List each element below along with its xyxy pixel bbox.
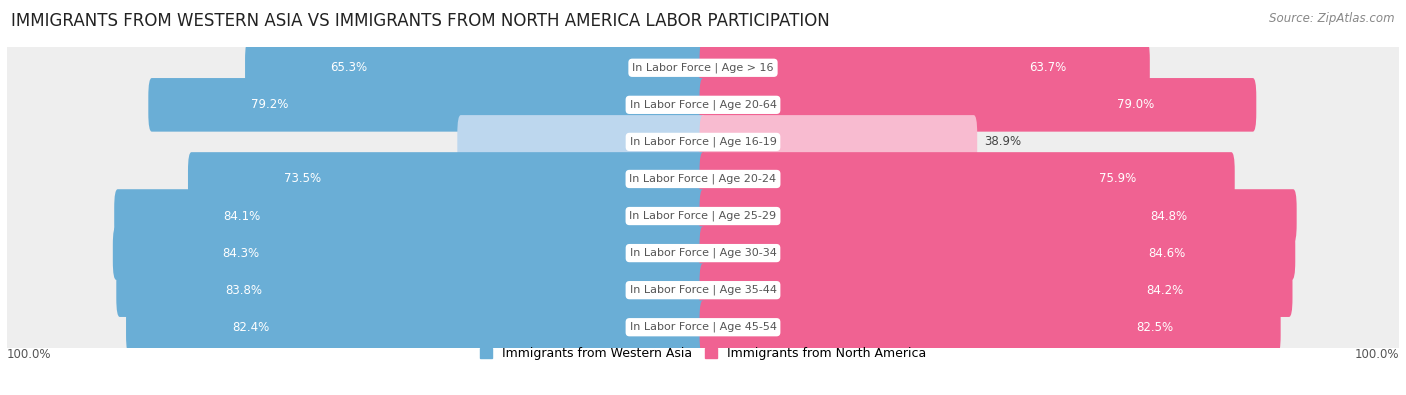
FancyBboxPatch shape	[188, 152, 706, 206]
Text: 84.2%: 84.2%	[1146, 284, 1184, 297]
Text: Source: ZipAtlas.com: Source: ZipAtlas.com	[1270, 12, 1395, 25]
Text: 79.0%: 79.0%	[1116, 98, 1154, 111]
Text: 100.0%: 100.0%	[7, 348, 52, 361]
FancyBboxPatch shape	[245, 41, 706, 94]
Text: In Labor Force | Age 16-19: In Labor Force | Age 16-19	[630, 137, 776, 147]
FancyBboxPatch shape	[457, 115, 706, 169]
Text: 83.8%: 83.8%	[225, 284, 262, 297]
FancyBboxPatch shape	[6, 174, 1400, 258]
FancyBboxPatch shape	[700, 152, 1234, 206]
FancyBboxPatch shape	[700, 78, 1257, 132]
FancyBboxPatch shape	[6, 100, 1400, 184]
Text: 84.3%: 84.3%	[222, 246, 259, 260]
Text: 82.5%: 82.5%	[1136, 321, 1174, 334]
Text: 73.5%: 73.5%	[284, 173, 321, 186]
Text: 84.1%: 84.1%	[224, 209, 260, 222]
FancyBboxPatch shape	[6, 285, 1400, 369]
Text: IMMIGRANTS FROM WESTERN ASIA VS IMMIGRANTS FROM NORTH AMERICA LABOR PARTICIPATIO: IMMIGRANTS FROM WESTERN ASIA VS IMMIGRAN…	[11, 12, 830, 30]
FancyBboxPatch shape	[127, 301, 706, 354]
Legend: Immigrants from Western Asia, Immigrants from North America: Immigrants from Western Asia, Immigrants…	[475, 342, 931, 365]
Text: 100.0%: 100.0%	[1354, 348, 1399, 361]
Text: 75.9%: 75.9%	[1099, 173, 1136, 186]
FancyBboxPatch shape	[700, 226, 1295, 280]
FancyBboxPatch shape	[700, 115, 977, 169]
FancyBboxPatch shape	[114, 189, 706, 243]
FancyBboxPatch shape	[6, 26, 1400, 110]
FancyBboxPatch shape	[117, 263, 706, 317]
Text: In Labor Force | Age 25-29: In Labor Force | Age 25-29	[630, 211, 776, 221]
FancyBboxPatch shape	[700, 189, 1296, 243]
FancyBboxPatch shape	[700, 263, 1292, 317]
FancyBboxPatch shape	[6, 62, 1400, 147]
Text: 63.7%: 63.7%	[1029, 61, 1067, 74]
Text: 82.4%: 82.4%	[233, 321, 270, 334]
Text: In Labor Force | Age 20-24: In Labor Force | Age 20-24	[630, 174, 776, 184]
Text: 65.3%: 65.3%	[330, 61, 367, 74]
Text: 34.8%: 34.8%	[655, 135, 693, 149]
FancyBboxPatch shape	[112, 226, 706, 280]
Text: In Labor Force | Age 20-64: In Labor Force | Age 20-64	[630, 100, 776, 110]
Text: 84.6%: 84.6%	[1149, 246, 1185, 260]
FancyBboxPatch shape	[6, 248, 1400, 333]
Text: In Labor Force | Age 45-54: In Labor Force | Age 45-54	[630, 322, 776, 333]
Text: In Labor Force | Age 30-34: In Labor Force | Age 30-34	[630, 248, 776, 258]
Text: 38.9%: 38.9%	[984, 135, 1021, 149]
FancyBboxPatch shape	[6, 211, 1400, 295]
Text: In Labor Force | Age > 16: In Labor Force | Age > 16	[633, 62, 773, 73]
Text: In Labor Force | Age 35-44: In Labor Force | Age 35-44	[630, 285, 776, 295]
Text: 84.8%: 84.8%	[1150, 209, 1187, 222]
Text: 79.2%: 79.2%	[252, 98, 288, 111]
FancyBboxPatch shape	[148, 78, 706, 132]
FancyBboxPatch shape	[6, 137, 1400, 221]
FancyBboxPatch shape	[700, 301, 1281, 354]
FancyBboxPatch shape	[700, 41, 1150, 94]
